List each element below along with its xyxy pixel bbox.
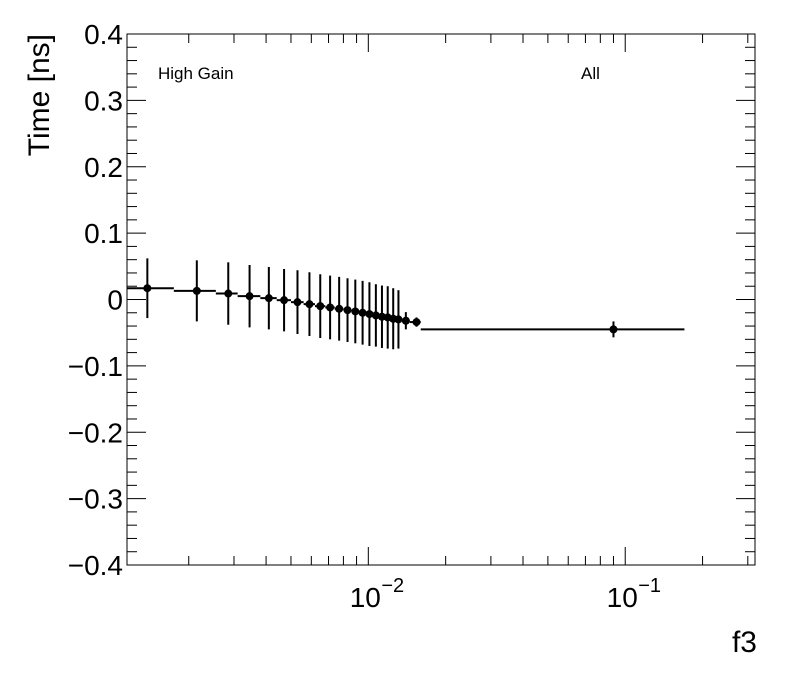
y-tick-label: 0.3 bbox=[84, 85, 123, 116]
y-tick-label: 0.4 bbox=[84, 19, 123, 50]
x-tick-label-exponent: −2 bbox=[381, 575, 404, 597]
y-tick-label: −0.4 bbox=[68, 550, 123, 581]
data-point bbox=[143, 284, 152, 293]
data-point bbox=[305, 300, 314, 309]
data-point bbox=[609, 325, 618, 334]
data-point bbox=[377, 312, 386, 321]
plot-frame bbox=[126, 33, 756, 566]
data-point bbox=[335, 304, 344, 313]
data-point bbox=[351, 307, 360, 316]
data-point bbox=[192, 286, 201, 295]
data-point bbox=[412, 318, 421, 327]
data-layer bbox=[127, 258, 685, 350]
annotation-high-gain: High Gain bbox=[158, 64, 234, 83]
annotation-all: All bbox=[581, 64, 600, 83]
y-tick-label: −0.1 bbox=[68, 351, 123, 382]
x-tick-label: 10 bbox=[350, 582, 381, 613]
data-point bbox=[326, 303, 335, 312]
plot-frame-layer bbox=[126, 33, 756, 566]
y-axis-label: Time [ns] bbox=[23, 34, 56, 156]
tick-layer: −0.4−0.3−0.2−0.100.10.20.30.410 −2 10 −1 bbox=[68, 19, 755, 613]
data-point bbox=[293, 298, 302, 307]
x-axis-label: f3 bbox=[732, 626, 757, 659]
data-point bbox=[264, 294, 273, 303]
data-point bbox=[343, 306, 352, 315]
data-point bbox=[316, 302, 325, 311]
data-point bbox=[371, 311, 380, 320]
y-tick-label: −0.2 bbox=[68, 417, 123, 448]
data-point bbox=[358, 308, 367, 317]
x-tick-label: 10 bbox=[607, 582, 638, 613]
data-point bbox=[394, 315, 403, 324]
data-point bbox=[365, 310, 374, 319]
data-point bbox=[401, 316, 410, 325]
x-tick-label-exponent: −1 bbox=[638, 575, 661, 597]
text-layer: Time [ns] f3 High Gain All bbox=[23, 34, 757, 659]
data-point bbox=[245, 292, 254, 301]
y-tick-label: 0.1 bbox=[84, 218, 123, 249]
y-tick-label: 0 bbox=[107, 285, 123, 316]
y-tick-label: −0.3 bbox=[68, 484, 123, 515]
y-tick-label: 0.2 bbox=[84, 152, 123, 183]
data-point bbox=[280, 296, 289, 305]
data-point bbox=[224, 289, 233, 298]
